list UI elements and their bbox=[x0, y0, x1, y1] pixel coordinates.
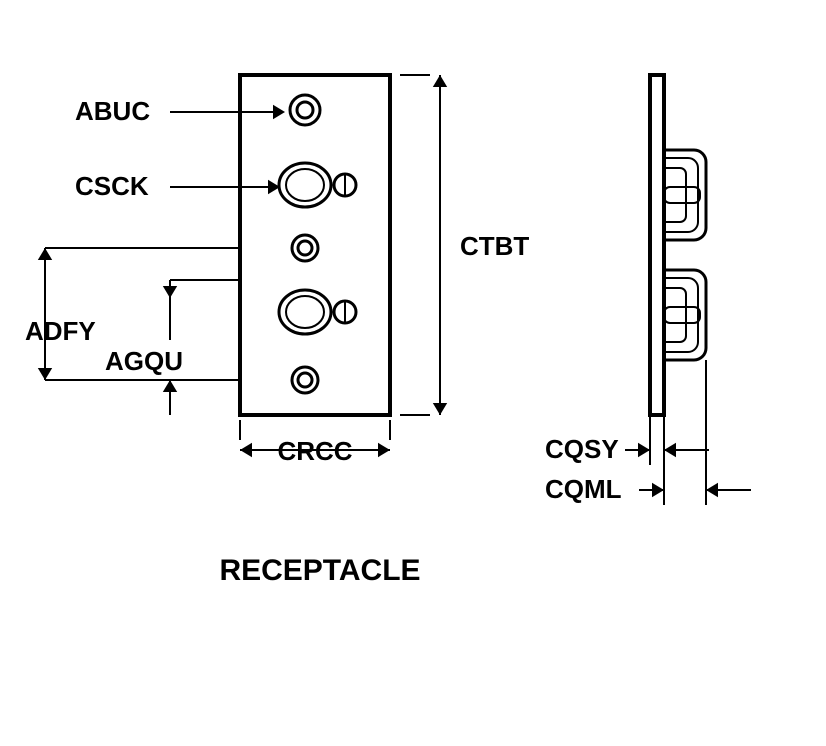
label-adfy: ADFY bbox=[25, 316, 96, 346]
label-cqsy: CQSY bbox=[545, 434, 619, 464]
plate-feature bbox=[292, 367, 318, 393]
side-view bbox=[650, 75, 706, 415]
label-abuc: ABUC bbox=[75, 96, 150, 126]
side-receptacle bbox=[664, 270, 706, 360]
label-agqu: AGQU bbox=[105, 346, 183, 376]
side-receptacle bbox=[664, 150, 706, 240]
label-cqml: CQML bbox=[545, 474, 622, 504]
plate-feature bbox=[290, 95, 320, 125]
label-ctbt: CTBT bbox=[460, 231, 529, 261]
label-crcc: CRCC bbox=[277, 436, 352, 466]
diagram-title: RECEPTACLE bbox=[219, 554, 420, 587]
label-csck: CSCK bbox=[75, 171, 149, 201]
plate-feature bbox=[292, 235, 318, 261]
plate-feature bbox=[279, 290, 356, 334]
front-plate bbox=[240, 75, 390, 415]
plate-feature bbox=[279, 163, 356, 207]
